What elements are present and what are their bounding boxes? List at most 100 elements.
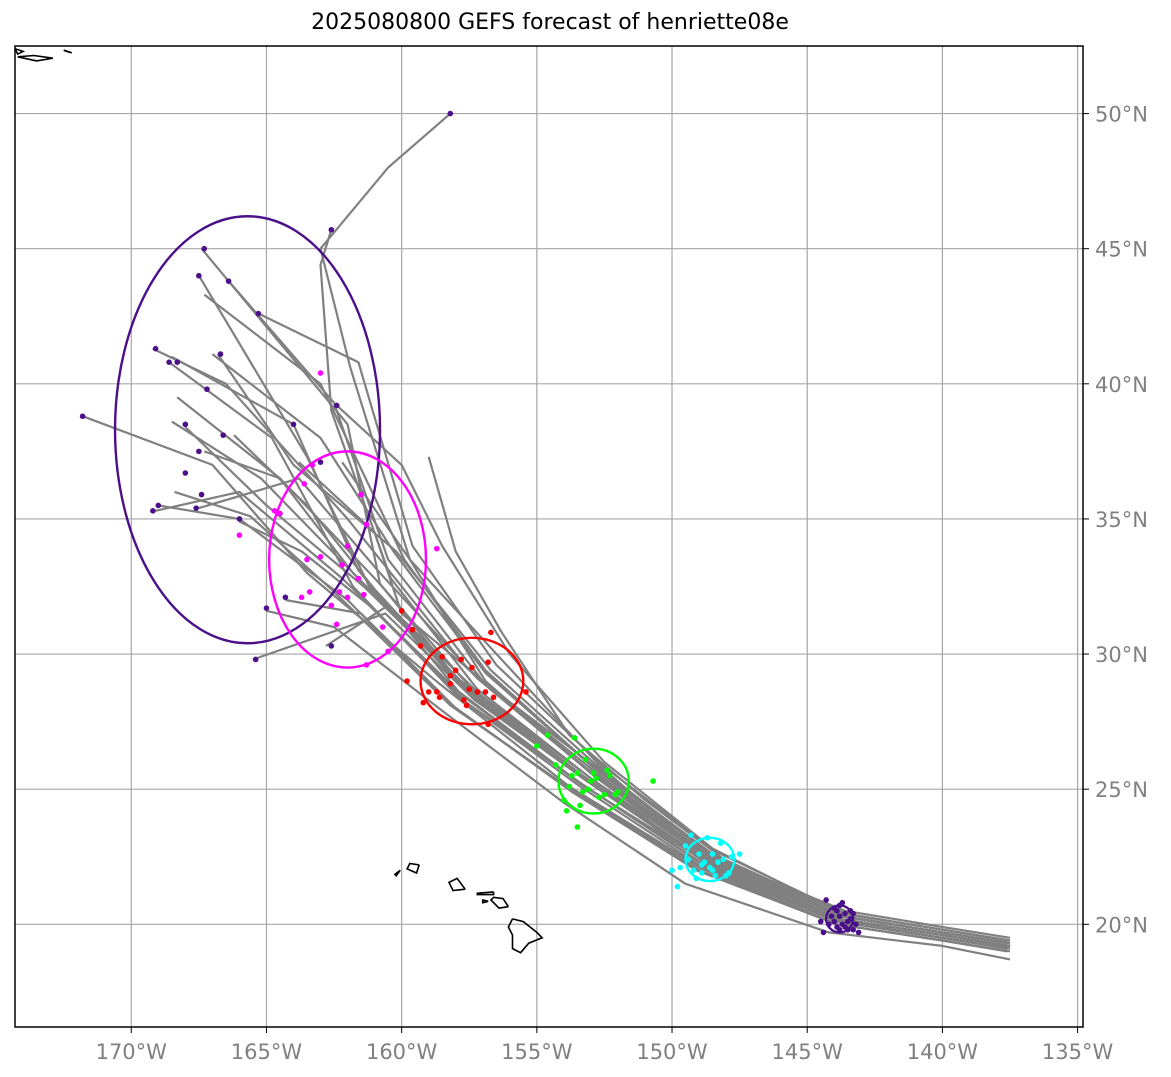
- ensemble-point: [425, 689, 432, 695]
- track-line: [298, 461, 1008, 942]
- ensemble-point: [439, 653, 446, 660]
- lat-tick-label: 30°N: [1095, 643, 1148, 667]
- ensemble-point: [355, 575, 362, 582]
- ensemble-point: [696, 851, 702, 857]
- ensemble-point: [836, 913, 843, 919]
- ensemble-point: [182, 470, 189, 476]
- coastline: [476, 891, 495, 896]
- lat-tick-label: 35°N: [1095, 508, 1148, 532]
- lon-tick-label: 170°W: [96, 1040, 168, 1064]
- ensemble-point: [677, 864, 683, 871]
- ensemble-point: [544, 732, 551, 738]
- coastline: [393, 869, 401, 877]
- gridlines: [15, 46, 1083, 1027]
- ensemble-point: [669, 867, 675, 874]
- chart-title: 2025080800 GEFS forecast of henriette08e: [311, 10, 789, 35]
- ensemble-point: [433, 689, 440, 695]
- ensemble-point: [585, 786, 592, 792]
- ensemble-point: [566, 783, 573, 790]
- lon-tick-label: 160°W: [366, 1040, 438, 1064]
- ensemble-point: [596, 794, 602, 801]
- ensemble-point: [601, 791, 608, 798]
- ensemble-point: [201, 245, 208, 252]
- ensemble-point: [850, 926, 856, 933]
- ensemble-point: [196, 272, 202, 279]
- ensemble-point: [820, 929, 827, 936]
- ensemble-point: [447, 672, 454, 679]
- ensemble-point: [704, 835, 710, 841]
- track-line: [216, 353, 1011, 945]
- ensemble-point: [839, 921, 846, 928]
- coastline: [489, 896, 510, 909]
- uncertainty-ellipse: [267, 450, 428, 669]
- ensemble-point: [682, 843, 689, 849]
- track-line: [168, 361, 1008, 950]
- ensemble-point: [574, 770, 581, 776]
- ensemble-point: [174, 359, 181, 365]
- ensemble-point: [304, 556, 310, 563]
- ensemble-point: [220, 432, 226, 438]
- ensemble-point: [166, 359, 172, 365]
- ensemble-point: [826, 921, 832, 928]
- track-line: [171, 355, 1008, 947]
- ensemble-point: [831, 918, 838, 925]
- ensemble-point: [282, 594, 289, 601]
- ensemble-point: [698, 870, 705, 876]
- ensemble-point: [590, 770, 597, 776]
- ensemble-point: [333, 621, 340, 628]
- ensemble-point: [523, 689, 529, 695]
- ensemble-point: [447, 110, 454, 117]
- ensemble-point: [150, 508, 156, 514]
- ensemble-point: [693, 875, 700, 882]
- track-line: [158, 504, 1011, 953]
- ensemble-point: [823, 897, 829, 903]
- lon-tick-label: 150°W: [636, 1040, 708, 1064]
- ensemble-point: [712, 872, 719, 879]
- ensemble-point: [828, 913, 835, 919]
- ensemble-point: [571, 735, 578, 741]
- ensemble-point: [217, 351, 224, 357]
- ensemble-point: [709, 867, 716, 874]
- ensemble-point: [277, 510, 283, 517]
- track-line: [176, 396, 1011, 947]
- coastline: [63, 49, 73, 54]
- ensemble-point: [458, 656, 464, 663]
- ensemble-point: [263, 605, 270, 611]
- ensemble-point: [204, 386, 210, 393]
- ensemble-point: [469, 664, 475, 671]
- ensemble-point: [152, 345, 159, 352]
- lat-tick-label: 45°N: [1095, 238, 1148, 262]
- ensemble-point: [850, 910, 856, 917]
- track-line: [325, 604, 1011, 947]
- track-line: [174, 490, 1008, 953]
- ensemble-point: [301, 481, 308, 487]
- track-line: [200, 247, 1011, 950]
- ensemble-point: [328, 602, 335, 609]
- ensemble-point: [271, 508, 278, 514]
- ensemble-point: [685, 856, 692, 863]
- ensemble-point: [317, 553, 324, 560]
- ensemble-point: [433, 545, 440, 552]
- ensemble-point: [385, 648, 391, 655]
- ensemble-point: [577, 802, 583, 809]
- ensemble-point: [344, 594, 351, 601]
- ensemble-point: [452, 667, 459, 674]
- track-line: [238, 520, 1011, 950]
- ensemble-point: [728, 853, 735, 860]
- track-line: [198, 477, 1011, 945]
- ensemble-point: [225, 278, 232, 284]
- lat-tick-label: 40°N: [1095, 373, 1148, 397]
- ensemble-point: [328, 643, 335, 649]
- ensemble-point: [196, 448, 202, 455]
- ensemble-point: [853, 921, 859, 928]
- ensemble-point: [844, 926, 851, 933]
- ensemble-point: [474, 689, 481, 695]
- ensemble-point: [582, 756, 589, 763]
- ensemble-point: [855, 929, 862, 936]
- ensemble-point: [836, 902, 843, 909]
- uncertainty-ellipse: [557, 747, 630, 815]
- track-line: [152, 347, 1008, 945]
- ensemble-point: [574, 824, 581, 830]
- ensemble-point: [698, 862, 705, 868]
